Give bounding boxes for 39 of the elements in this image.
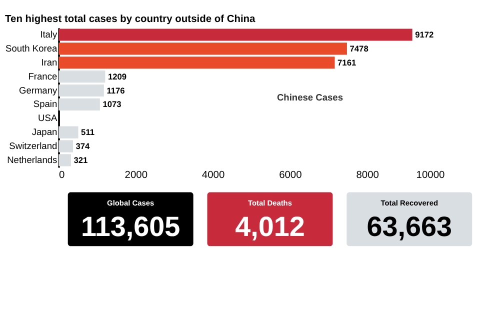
y-tick-label: Italy	[40, 30, 58, 40]
x-tick-label: 2000	[124, 170, 148, 181]
y-tick-label: Japan	[32, 127, 58, 138]
y-tick-label: Iran	[41, 57, 58, 68]
y-tick-label: Netherlands	[7, 154, 58, 165]
data-label: 1176	[106, 85, 126, 96]
text: 113,605	[80, 210, 180, 242]
data-label: 374	[76, 141, 90, 152]
y-tick-label: Spain	[33, 99, 58, 110]
bar	[58, 70, 106, 83]
x-tick-label: 10000	[416, 170, 446, 181]
y-tick-label: South Korea	[6, 43, 58, 54]
data-label: 7161	[338, 57, 356, 68]
data-label: 1073	[102, 99, 122, 110]
annotation: Chinese Cases	[276, 92, 343, 102]
bar	[58, 28, 412, 41]
data-label: 321	[74, 154, 88, 165]
x-tick-label: 6000	[279, 170, 302, 181]
x-tick-label: 4000	[202, 170, 225, 181]
y-tick-label: USA	[38, 113, 58, 124]
bar	[58, 56, 335, 69]
data-label: 1209	[108, 71, 127, 82]
bar	[58, 98, 100, 110]
bar	[58, 84, 104, 97]
y-tick-label: Germany	[18, 85, 58, 96]
text: 4,012	[235, 210, 305, 242]
x-tick-label: 0	[59, 170, 66, 181]
y-tick-label: Switzerland	[9, 141, 58, 152]
text: Global Cases	[107, 198, 154, 208]
text: Total Deaths	[248, 198, 292, 208]
chart-title: Ten highest total cases by country outside of China	[5, 14, 256, 26]
text: Total Recovered	[380, 198, 438, 208]
data-label: 511	[81, 127, 95, 138]
bar	[58, 42, 347, 55]
data-label: 9172	[415, 30, 434, 40]
x-tick-label: 8000	[356, 170, 380, 181]
text: 63,663	[366, 210, 452, 242]
data-label: 7478	[350, 43, 369, 54]
y-tick-label: France	[28, 71, 58, 82]
